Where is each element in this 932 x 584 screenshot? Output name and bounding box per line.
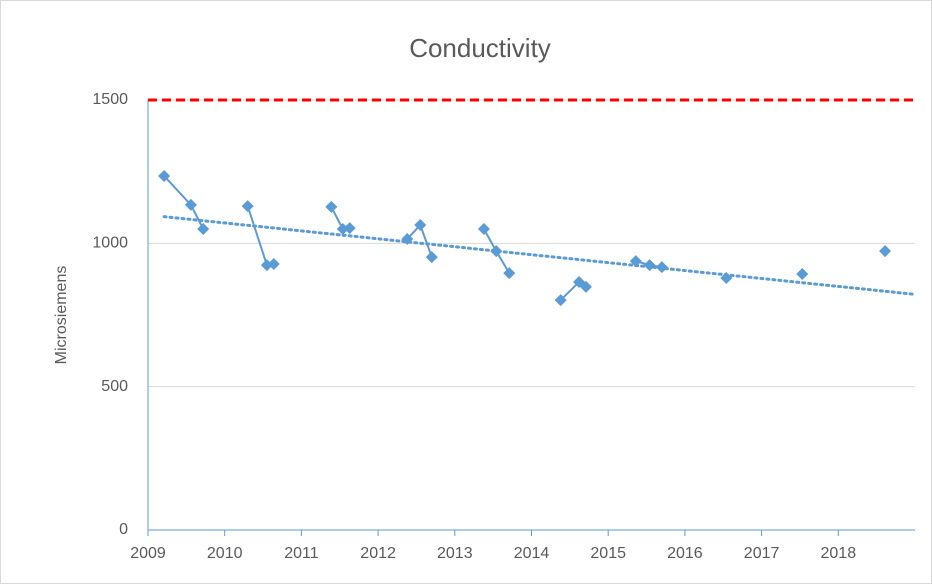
x-tick-label: 2016: [667, 545, 703, 562]
data-point: [184, 198, 197, 211]
y-axis-label: Microsiemens: [53, 266, 70, 365]
data-point: [401, 233, 414, 246]
data-point: [336, 223, 349, 235]
y-tick-label: 1000: [92, 235, 128, 252]
data-point: [720, 272, 733, 285]
y-tick-label: 500: [101, 378, 128, 395]
data-point: [343, 222, 356, 235]
chart-title: Conductivity: [409, 33, 551, 63]
data-point: [655, 261, 668, 274]
data-point: [325, 200, 338, 213]
data-point: [241, 200, 254, 213]
data-point: [643, 259, 656, 272]
data-point: [796, 268, 809, 281]
data-point: [579, 280, 592, 293]
trendline: [162, 215, 917, 296]
data-point: [267, 257, 280, 270]
data-point: [477, 223, 490, 235]
x-tick-label: 2014: [514, 545, 550, 562]
x-tick-label: 2011: [284, 545, 319, 562]
x-tick-label: 2010: [207, 545, 243, 562]
x-tick-label: 2017: [744, 545, 780, 562]
data-point: [554, 294, 567, 307]
data-point: [629, 255, 642, 268]
y-tick-label: 0: [119, 521, 128, 538]
x-tick-label: 2012: [360, 545, 396, 562]
y-tick-label: 1500: [92, 91, 128, 108]
data-point: [490, 245, 503, 258]
x-tick-label: 2013: [437, 545, 473, 562]
x-tick-label: 2009: [130, 545, 166, 562]
data-point: [879, 245, 892, 258]
data-point: [503, 267, 516, 280]
data-point: [425, 251, 438, 264]
data-point: [197, 223, 210, 235]
x-tick-label: 2015: [590, 545, 626, 562]
data-point: [158, 169, 171, 182]
data-point: [414, 218, 427, 231]
x-tick-label: 2018: [821, 545, 857, 562]
